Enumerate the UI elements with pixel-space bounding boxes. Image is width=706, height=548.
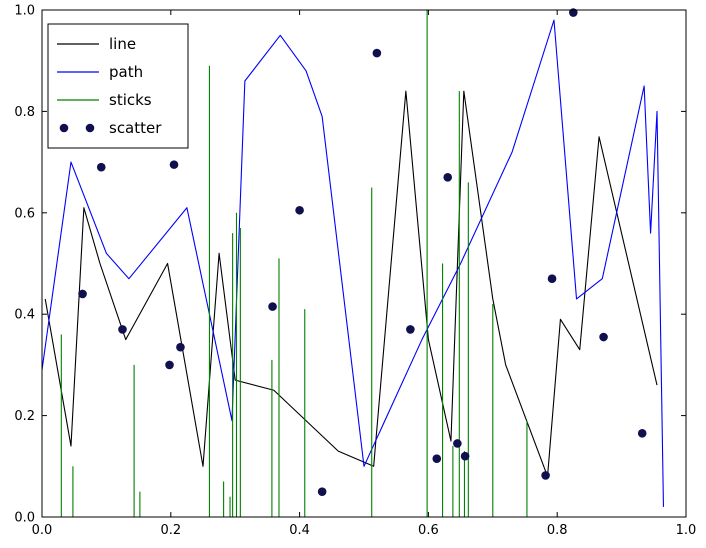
- scatter-point: [453, 439, 462, 448]
- legend-label-line: line: [109, 35, 136, 53]
- x-tick-label: 0.4: [289, 523, 310, 538]
- y-tick-label: 0.8: [14, 105, 35, 120]
- x-tick-label: 0.2: [160, 523, 181, 538]
- scatter-point: [169, 160, 179, 169]
- y-tick-label: 0.2: [14, 409, 35, 424]
- scatter-point: [96, 162, 106, 172]
- scatter-point: [118, 325, 127, 334]
- scatter-point: [78, 289, 87, 299]
- x-tick-label: 0.8: [547, 523, 568, 538]
- legend-label-sticks: sticks: [109, 91, 152, 109]
- y-tick-label: 0.0: [14, 511, 35, 526]
- legend-box: [47, 23, 189, 149]
- scatter-point: [176, 342, 185, 352]
- series-path: [41, 19, 665, 507]
- scatter-point: [268, 302, 277, 311]
- x-tick-label: 0.6: [418, 523, 439, 538]
- scatter-point: [372, 48, 382, 58]
- scatter-point: [295, 205, 304, 215]
- series-line: [44, 90, 658, 477]
- y-tick-label: 1.0: [14, 4, 35, 19]
- legend-label-path: path: [109, 63, 143, 81]
- y-tick-label: 0.6: [14, 206, 35, 221]
- scatter-point: [541, 471, 550, 480]
- axes-frame: [41, 9, 687, 518]
- scatter-point: [432, 454, 442, 463]
- scatter-point: [637, 429, 647, 438]
- x-tick-label: 0.0: [32, 523, 53, 538]
- scatter-point: [317, 487, 327, 496]
- legend-marker-scatter: [85, 123, 95, 133]
- scatter-point: [443, 173, 453, 182]
- scatter-point: [165, 360, 174, 370]
- y-tick-label: 0.4: [14, 308, 35, 323]
- scatter-point: [547, 274, 557, 284]
- scatter-point: [460, 451, 470, 461]
- x-tick-label: 1.0: [676, 523, 697, 538]
- legend-label-scatter: scatter: [109, 119, 162, 137]
- scatter-point: [406, 325, 415, 334]
- legend-marker-scatter: [59, 123, 69, 133]
- scatter-point: [599, 332, 608, 342]
